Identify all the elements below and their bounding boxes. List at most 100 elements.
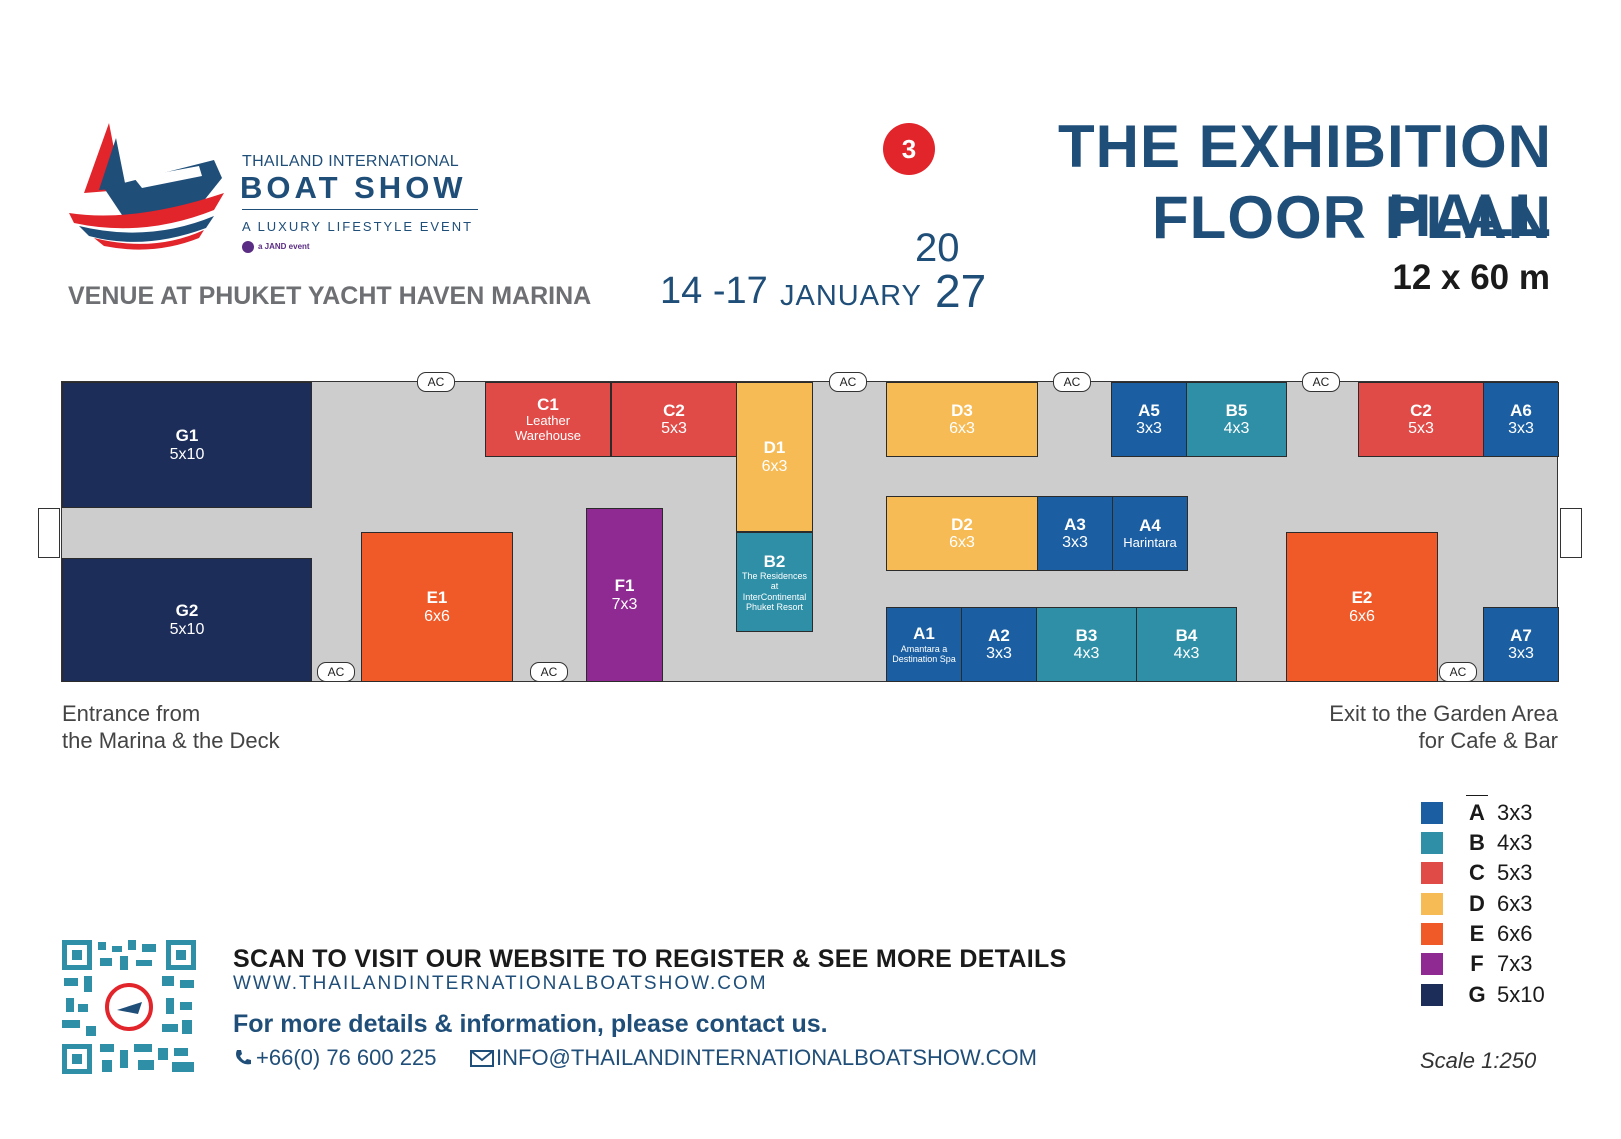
booth-d3[interactable]: D3 6x3 bbox=[886, 382, 1038, 457]
booth-code: C2 bbox=[663, 400, 685, 420]
legend-item-e: E 6x6 bbox=[1421, 921, 1581, 951]
map-scale: Scale 1:250 bbox=[1420, 1048, 1537, 1073]
booth-code: A3 bbox=[1064, 514, 1086, 534]
legend-swatch bbox=[1421, 953, 1443, 975]
booth-b5[interactable]: B5 4x3 bbox=[1186, 382, 1287, 457]
booth-a2[interactable]: A2 3x3 bbox=[961, 607, 1037, 682]
booth-a4[interactable]: A4 Harintara bbox=[1112, 496, 1188, 571]
booth-code: C1 bbox=[537, 394, 559, 414]
booth-c1[interactable]: C1 Leather Warehouse bbox=[485, 382, 611, 457]
booth-b3[interactable]: B3 4x3 bbox=[1036, 607, 1137, 682]
legend-size: 6x3 bbox=[1497, 891, 1533, 916]
legend-size: 3x3 bbox=[1497, 800, 1533, 825]
booth-code: B5 bbox=[1225, 400, 1248, 420]
booth-size: 5x3 bbox=[1408, 420, 1434, 438]
boat-show-logo bbox=[69, 123, 224, 250]
entrance-line2: the Marina & the Deck bbox=[62, 728, 280, 753]
booth-d1[interactable]: D1 6x3 bbox=[736, 382, 813, 532]
jand-text: a JAND event bbox=[258, 242, 310, 251]
legend-size: 4x3 bbox=[1497, 830, 1533, 855]
legend-swatch bbox=[1421, 893, 1443, 915]
booth-g1[interactable]: G1 5x10 bbox=[62, 382, 312, 508]
jand-logo-icon bbox=[242, 241, 254, 253]
legend-swatch bbox=[1421, 802, 1443, 824]
booth-size: 3x3 bbox=[1136, 420, 1162, 438]
venue-text: VENUE AT PHUKET YACHT HAVEN MARINA bbox=[68, 282, 592, 310]
booth-size: 6x6 bbox=[424, 607, 450, 625]
booth-f1[interactable]: F1 7x3 bbox=[586, 508, 663, 682]
booth-exhibitor: Leather Warehouse bbox=[515, 413, 581, 444]
booth-code: F1 bbox=[614, 576, 635, 596]
booth-code: B4 bbox=[1175, 625, 1198, 645]
booth-size: 4x3 bbox=[1223, 420, 1250, 438]
booth-e1[interactable]: E1 6x6 bbox=[361, 532, 513, 682]
event-year-bottom: 27 bbox=[935, 265, 987, 317]
website-link[interactable]: WWW.THAILANDINTERNATIONALBOATSHOW.COM bbox=[233, 973, 768, 994]
legend-letter: D bbox=[1469, 891, 1485, 916]
booth-code: B3 bbox=[1075, 625, 1098, 645]
ac-unit: AC bbox=[829, 372, 867, 392]
booth-a1[interactable]: A1 Amantara a Destination Spa bbox=[886, 607, 962, 682]
ac-unit: AC bbox=[1302, 372, 1340, 392]
legend-size: 7x3 bbox=[1497, 951, 1533, 976]
email-address[interactable]: INFO@THAILANDINTERNATIONALBOATSHOW.COM bbox=[496, 1045, 1037, 1070]
booth-d2[interactable]: D2 6x3 bbox=[886, 496, 1038, 571]
brand-divider bbox=[242, 209, 478, 210]
legend-letter: G bbox=[1468, 982, 1486, 1007]
hall-dimensions: 12 x 60 m bbox=[1392, 258, 1550, 297]
legend-size: 5x3 bbox=[1497, 860, 1533, 885]
event-month: JANUARY bbox=[780, 280, 922, 312]
brand-line2: BOAT SHOW bbox=[240, 170, 467, 205]
legend-swatch bbox=[1421, 984, 1443, 1006]
booth-a7[interactable]: A7 3x3 bbox=[1483, 607, 1559, 682]
legend-item-a: A 3x3 bbox=[1421, 800, 1581, 830]
booth-c2-left[interactable]: C2 5x3 bbox=[611, 382, 737, 457]
entrance-door-left bbox=[38, 508, 60, 558]
booth-g2[interactable]: G2 5x10 bbox=[62, 558, 312, 682]
event-dates: 14 -17 bbox=[660, 270, 768, 312]
legend-size: 5x10 bbox=[1497, 982, 1545, 1007]
legend-item-c: C 5x3 bbox=[1421, 860, 1581, 890]
booth-size: 6x3 bbox=[949, 534, 975, 552]
booth-code: A6 bbox=[1510, 400, 1532, 420]
booth-e2[interactable]: E2 6x6 bbox=[1286, 532, 1438, 682]
booth-c2-right[interactable]: C2 5x3 bbox=[1358, 382, 1484, 457]
legend-item-b: B 4x3 bbox=[1421, 830, 1581, 860]
booth-exhibitor: Harintara bbox=[1123, 534, 1177, 550]
booth-size: 3x3 bbox=[986, 645, 1012, 663]
booth-code: B2 bbox=[763, 551, 786, 571]
legend-letter: B bbox=[1469, 830, 1485, 855]
legend-item-g: G 5x10 bbox=[1421, 982, 1581, 1012]
booth-a6[interactable]: A6 3x3 bbox=[1483, 382, 1559, 457]
scan-heading: SCAN TO VISIT OUR WEBSITE TO REGISTER & … bbox=[233, 945, 1067, 973]
booth-size: 5x3 bbox=[661, 420, 687, 438]
booth-code: A5 bbox=[1138, 400, 1160, 420]
entrance-line1: Entrance from bbox=[62, 701, 201, 726]
booth-a5[interactable]: A5 3x3 bbox=[1111, 382, 1187, 457]
legend-swatch bbox=[1421, 832, 1443, 854]
booth-a3[interactable]: A3 3x3 bbox=[1037, 496, 1113, 571]
exhibition-hall: G1 5x10 G2 5x10 C1 Leather Warehouse C2 … bbox=[61, 372, 1559, 682]
phone-number[interactable]: +66(0) 76 600 225 bbox=[256, 1045, 437, 1070]
page-title-line2: FLOOR PLAN bbox=[1152, 184, 1552, 251]
legend-size: 6x6 bbox=[1497, 921, 1533, 946]
booth-code: E1 bbox=[426, 588, 448, 608]
phone-icon bbox=[236, 1050, 251, 1065]
booth-code: C2 bbox=[1410, 400, 1432, 420]
legend-item-d: D 6x3 bbox=[1421, 891, 1581, 921]
booth-b4[interactable]: B4 4x3 bbox=[1136, 607, 1237, 682]
legend-swatch bbox=[1421, 862, 1443, 884]
qr-code[interactable] bbox=[62, 940, 196, 1074]
booth-b2[interactable]: B2 The Residences at InterContinental Ph… bbox=[736, 532, 813, 632]
legend-overline bbox=[1466, 795, 1488, 796]
exit-note: Exit to the Garden Area for Cafe & Bar bbox=[1200, 700, 1558, 754]
booth-code: A1 bbox=[913, 624, 935, 644]
booth-exhibitor: Amantara a Destination Spa bbox=[892, 643, 956, 665]
booth-size: 4x3 bbox=[1173, 645, 1200, 663]
booth-code: G2 bbox=[175, 601, 199, 621]
legend-letter: E bbox=[1469, 921, 1485, 946]
legend-swatch bbox=[1421, 923, 1443, 945]
booth-exhibitor: The Residences at InterContinental Phuke… bbox=[741, 571, 808, 613]
event-year-top: 20 bbox=[915, 226, 960, 270]
ac-unit: AC bbox=[530, 662, 568, 682]
